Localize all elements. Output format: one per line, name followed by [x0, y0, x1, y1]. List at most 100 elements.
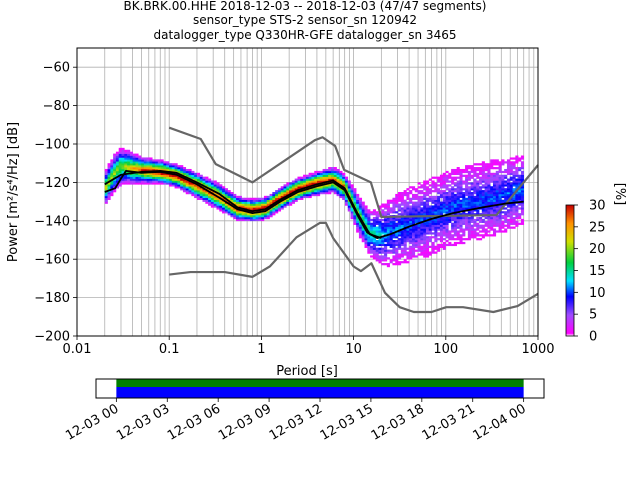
histogram-cell	[453, 213, 457, 216]
histogram-cell	[481, 207, 485, 210]
histogram-cell	[409, 228, 413, 231]
histogram-cell	[398, 247, 402, 250]
histogram-cell	[501, 215, 505, 218]
histogram-cell	[487, 222, 491, 225]
histogram-cell	[479, 163, 483, 166]
histogram-cell	[350, 209, 354, 212]
histogram-cell	[118, 151, 122, 154]
histogram-cell	[289, 188, 293, 191]
histogram-cell	[166, 180, 170, 183]
histogram-cell	[520, 176, 525, 179]
histogram-cell	[182, 190, 187, 193]
histogram-cell	[434, 201, 438, 204]
histogram-cell	[445, 184, 449, 187]
histogram-cell	[210, 182, 214, 185]
histogram-cell	[333, 192, 337, 195]
histogram-cell	[495, 195, 499, 199]
histogram-cell	[509, 190, 513, 193]
histogram-cell	[202, 186, 206, 189]
histogram-cell	[498, 197, 502, 200]
histogram-cell	[303, 193, 307, 197]
histogram-cell	[236, 201, 240, 204]
histogram-cell	[146, 159, 150, 162]
histogram-cell	[484, 220, 488, 224]
histogram-cell	[467, 165, 471, 168]
histogram-cell	[124, 151, 128, 154]
histogram-cell	[431, 245, 435, 248]
histogram-cell	[261, 201, 265, 204]
histogram-cell	[479, 190, 483, 193]
histogram-cell	[506, 178, 511, 181]
histogram-cell	[157, 161, 161, 164]
histogram-cell	[269, 209, 273, 212]
histogram-cell	[506, 159, 511, 162]
histogram-cell	[132, 167, 136, 170]
histogram-cell	[425, 199, 430, 202]
histogram-cell	[286, 201, 290, 204]
histogram-cell	[403, 192, 407, 195]
histogram-cell	[481, 197, 485, 200]
histogram-cell	[431, 249, 435, 252]
histogram-cell	[417, 209, 421, 212]
histogram-cell	[286, 186, 290, 189]
histogram-cell	[185, 192, 189, 195]
histogram-cell	[294, 193, 298, 197]
histogram-cell	[289, 203, 293, 206]
histogram-cell	[439, 193, 444, 197]
histogram-cell	[213, 197, 217, 200]
histogram-cell	[381, 226, 385, 229]
histogram-cell	[230, 213, 234, 216]
histogram-cell	[342, 180, 346, 183]
histogram-cell	[146, 165, 150, 168]
histogram-cell	[439, 207, 444, 210]
histogram-cell	[244, 207, 248, 210]
histogram-cell	[149, 157, 153, 160]
histogram-cell	[462, 220, 466, 224]
histogram-cell	[210, 186, 214, 189]
histogram-cell	[129, 159, 133, 162]
histogram-cell	[314, 180, 318, 183]
histogram-cell	[451, 218, 455, 222]
histogram-cell	[252, 199, 256, 202]
histogram-cell	[233, 201, 237, 204]
histogram-cell	[484, 222, 488, 225]
histogram-cell	[241, 197, 245, 200]
histogram-cell	[479, 224, 483, 227]
histogram-cell	[364, 234, 368, 237]
histogram-cell	[406, 224, 410, 227]
histogram-cell	[467, 238, 471, 241]
histogram-cell	[425, 243, 430, 247]
histogram-cell	[403, 209, 407, 212]
histogram-cell	[462, 207, 466, 210]
histogram-cell	[459, 218, 463, 222]
histogram-cell	[110, 159, 114, 162]
histogram-cell	[367, 247, 371, 250]
histogram-cell	[476, 211, 480, 214]
histogram-cell	[467, 195, 471, 199]
histogram-cell	[495, 170, 499, 174]
histogram-cell	[160, 159, 164, 162]
histogram-cell	[160, 182, 164, 185]
histogram-cell	[465, 188, 469, 191]
histogram-cell	[277, 203, 282, 206]
histogram-cell	[333, 170, 337, 174]
histogram-cell	[277, 209, 282, 212]
histogram-cell	[451, 172, 455, 176]
histogram-cell	[127, 178, 131, 181]
histogram-cell	[437, 238, 441, 241]
histogram-cell	[487, 199, 491, 202]
histogram-cell	[121, 167, 125, 170]
histogram-cell	[501, 199, 505, 202]
histogram-cell	[420, 230, 424, 233]
histogram-cell	[398, 240, 402, 243]
histogram-cell	[395, 195, 399, 199]
histogram-cell	[484, 172, 488, 176]
histogram-cell	[378, 205, 382, 208]
histogram-cell	[258, 213, 262, 216]
histogram-cell	[462, 193, 466, 197]
histogram-cell	[445, 211, 449, 214]
histogram-cell	[381, 211, 385, 214]
histogram-cell	[210, 193, 214, 197]
histogram-cell	[431, 205, 435, 208]
histogram-cell	[395, 243, 399, 247]
